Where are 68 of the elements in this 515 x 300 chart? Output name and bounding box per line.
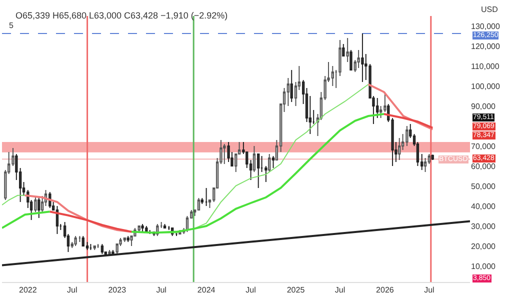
candlestick xyxy=(34,196,37,212)
line-series xyxy=(48,210,133,233)
candlestick xyxy=(406,126,408,146)
candlestick xyxy=(350,50,352,70)
candlestick xyxy=(200,198,204,204)
y-tick-label: 30,000 xyxy=(471,222,496,231)
chart-title: O65,339 H65,680 L63,000 C63,428 −1,910 (−2.92%) xyxy=(15,10,228,20)
y-tick-label: 50,000 xyxy=(471,182,496,191)
annotation: 5 xyxy=(9,21,14,30)
line-series xyxy=(367,83,434,130)
x-tick-label: Jul xyxy=(67,286,78,295)
x-tick-label: Jul xyxy=(424,286,435,295)
y-tick-label: 40,000 xyxy=(471,202,496,211)
y-tick-label: 70,000 xyxy=(471,142,496,151)
candlestick xyxy=(145,226,148,232)
candlestick xyxy=(89,244,92,250)
candlestick xyxy=(93,246,96,250)
candlestick xyxy=(78,236,82,242)
candlestick xyxy=(361,33,364,82)
candlestick xyxy=(252,146,256,172)
candlestick xyxy=(126,236,130,242)
candlestick xyxy=(431,154,434,160)
candlestick xyxy=(272,156,275,168)
candlestick xyxy=(204,188,208,206)
x-tick-label: 2024 xyxy=(197,286,216,295)
y-tick-label: 10,000 xyxy=(471,262,496,271)
candlestick xyxy=(424,158,427,172)
y-tick-label: 100,000 xyxy=(471,82,500,91)
candlestick xyxy=(290,70,293,102)
x-tick-label: 2025 xyxy=(286,286,306,295)
candlestick xyxy=(163,224,166,228)
candlestick xyxy=(112,250,114,254)
x-tick-label: 2023 xyxy=(108,286,127,295)
candlestick xyxy=(138,226,140,232)
candlestick xyxy=(346,38,349,62)
candlestick xyxy=(227,142,230,162)
candlestick xyxy=(331,66,334,86)
y-tick-label: 110,000 xyxy=(471,62,500,71)
text: USD xyxy=(481,5,498,14)
candlestick xyxy=(82,236,84,246)
candlestick xyxy=(123,238,126,242)
candlestick xyxy=(175,232,178,236)
candlestick xyxy=(96,244,100,248)
x-tick-label: Jul xyxy=(246,286,256,295)
candlestick xyxy=(108,250,111,254)
y-tick-label: 60,000 xyxy=(471,162,496,171)
candlestick xyxy=(268,154,271,172)
candlestick xyxy=(342,44,345,56)
line-series xyxy=(382,113,434,129)
y-tick-label: 90,000 xyxy=(471,102,496,111)
x-tick-label: Jul xyxy=(156,286,167,295)
candlestick xyxy=(100,244,104,254)
y-tick-label: 120,000 xyxy=(471,42,500,51)
candlestick xyxy=(264,166,268,182)
line-series xyxy=(130,113,385,234)
candlestick xyxy=(398,138,401,160)
candlestick xyxy=(257,154,260,188)
y-tick-label: 130,000 xyxy=(471,22,500,31)
candlestick xyxy=(141,224,144,232)
candlestick xyxy=(357,50,360,68)
candlestick xyxy=(56,206,59,234)
candlestick xyxy=(223,144,226,164)
x-tick-label: 2026 xyxy=(376,286,394,295)
x-tick-label: 2022 xyxy=(19,286,38,295)
y-tick-label: 20,000 xyxy=(471,242,496,251)
candlestick xyxy=(74,236,77,246)
candlestick xyxy=(38,198,40,218)
x-tick-label: Jul xyxy=(334,286,346,295)
